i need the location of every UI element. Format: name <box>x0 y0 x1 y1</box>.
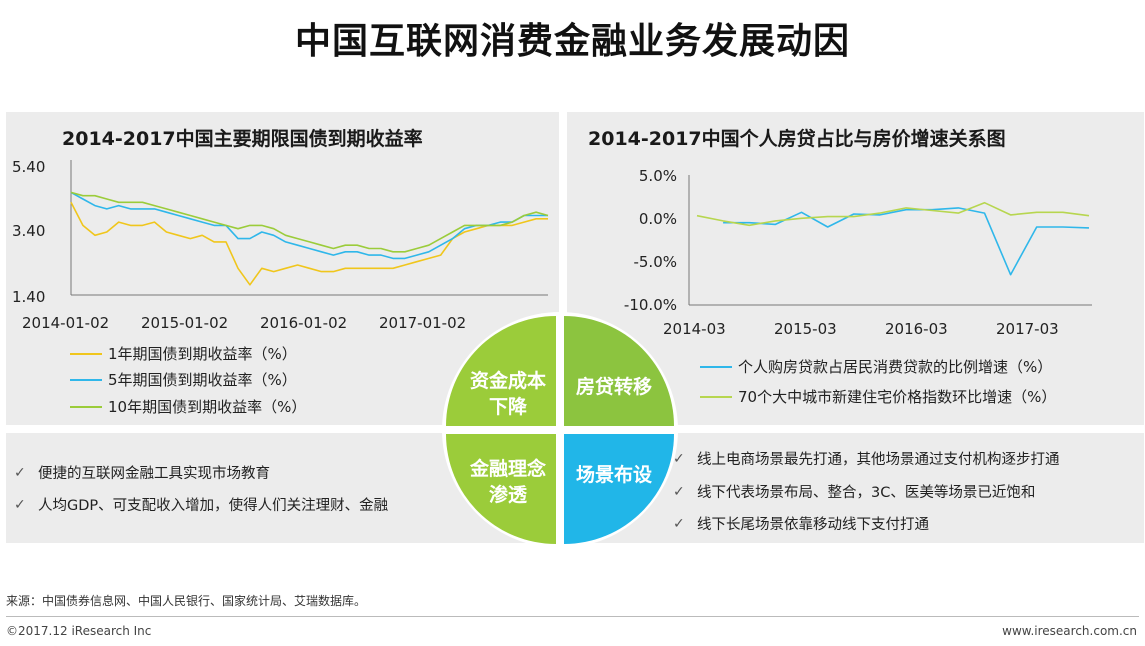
driver-quadrant-circle <box>442 312 678 548</box>
bullet-item: ✓ 人均GDP、可支配收入增加，使得人们关注理财、金融 <box>14 494 388 515</box>
x-tick-label: 2014-01-02 <box>22 314 109 332</box>
y-tick-label: 3.40 <box>12 222 45 240</box>
quadrant-top-left <box>446 316 556 426</box>
quadrant-label-concept: 金融理念 渗透 <box>456 456 560 508</box>
legend-label: 5年期国债到期收益率（%） <box>108 371 297 389</box>
bullet-item: ✓ 线下代表场景布局、整合，3C、医美等场景已近饱和 <box>673 481 1035 502</box>
quadrant-label-line: 下降 <box>488 396 527 418</box>
bullet-text: 线下代表场景布局、整合，3C、医美等场景已近饱和 <box>697 485 1036 501</box>
y-tick-label: -10.0% <box>624 296 677 314</box>
legend-swatch <box>70 352 102 355</box>
check-icon: ✓ <box>14 464 26 481</box>
check-icon: ✓ <box>14 496 26 513</box>
legend-swatch <box>700 395 732 398</box>
bond-yield-chart: 5.40 3.40 1.40 2014-01-02 2015-01-02 201… <box>12 158 549 332</box>
legend-label: 10年期国债到期收益率（%） <box>108 398 307 416</box>
x-tick-label: 2014-03 <box>663 320 726 338</box>
check-icon: ✓ <box>673 483 685 500</box>
x-tick-label: 2016-01-02 <box>260 314 347 332</box>
legend-swatch <box>70 405 102 408</box>
quadrant-label-line: 渗透 <box>488 484 527 506</box>
quadrant-bottom-left <box>446 434 556 544</box>
legend-item-house-price: 70个大中城市新建住宅价格指数环比增速（%） <box>700 386 1056 407</box>
series-line-1 <box>723 207 1090 276</box>
bullet-text: 线上电商场景最先打通，其他场景通过支付机构逐步打通 <box>697 452 1060 468</box>
bullet-item: ✓ 线上电商场景最先打通，其他场景通过支付机构逐步打通 <box>673 448 1060 469</box>
y-tick-label: 5.40 <box>12 158 45 176</box>
legend-label: 70个大中城市新建住宅价格指数环比增速（%） <box>738 388 1057 406</box>
y-tick-label: 0.0% <box>639 210 677 228</box>
quadrant-bottom-right <box>564 434 674 544</box>
bullet-text: 人均GDP、可支配收入增加，使得人们关注理财、金融 <box>38 498 389 514</box>
bullet-text: 线下长尾场景依靠移动线下支付打通 <box>697 517 929 533</box>
copyright: ©2017.12 iResearch Inc <box>6 624 152 638</box>
legend-swatch <box>700 365 732 368</box>
legend-label: 个人购房贷款占居民消费贷款的比例增速（%） <box>738 358 1053 376</box>
mortgage-chart-title: 2014-2017中国个人房贷占比与房价增速关系图 <box>588 128 1006 150</box>
bullet-item: ✓ 便捷的互联网金融工具实现市场教育 <box>14 462 270 483</box>
legend-item-1y: 1年期国债到期收益率（%） <box>70 343 297 364</box>
check-icon: ✓ <box>673 450 685 467</box>
legend-swatch <box>70 378 102 381</box>
x-tick-label: 2017-03 <box>996 320 1059 338</box>
legend-label: 1年期国债到期收益率（%） <box>108 345 297 363</box>
quadrant-label-mortgage: 房贷转移 <box>575 376 652 398</box>
legend-item-10y: 10年期国债到期收益率（%） <box>70 396 306 417</box>
x-tick-label: 2017-01-02 <box>379 314 466 332</box>
source-note: 来源：中国债券信息网、中国人民银行、国家统计局、艾瑞数据库。 <box>6 594 367 608</box>
quadrant-label-cost: 资金成本 下降 <box>456 368 560 420</box>
x-tick-label: 2015-01-02 <box>141 314 228 332</box>
x-tick-label: 2015-03 <box>774 320 837 338</box>
legend-item-mortgage-ratio: 个人购房贷款占居民消费贷款的比例增速（%） <box>700 356 1052 377</box>
quadrant-top-right <box>564 316 674 426</box>
bond-chart-title: 2014-2017中国主要期限国债到期收益率 <box>62 128 423 150</box>
bullet-item: ✓ 线下长尾场景依靠移动线下支付打通 <box>673 513 929 534</box>
quadrant-label-scene: 场景布设 <box>575 464 652 486</box>
series-line-2 <box>70 191 548 260</box>
bullet-text: 便捷的互联网金融工具实现市场教育 <box>38 466 270 482</box>
website-url: www.iresearch.com.cn <box>1002 624 1137 638</box>
quadrant-label-line: 资金成本 <box>469 370 546 392</box>
y-tick-label: 1.40 <box>12 288 45 306</box>
series-line-1 <box>70 201 548 286</box>
page-title: 中国互联网消费金融业务发展动因 <box>294 21 850 62</box>
y-tick-label: -5.0% <box>633 253 677 271</box>
series-line-2 <box>696 201 1090 227</box>
footer-divider <box>6 616 1139 617</box>
x-tick-label: 2016-03 <box>885 320 948 338</box>
quadrant-label-line: 金融理念 <box>469 458 546 480</box>
check-icon: ✓ <box>673 515 685 532</box>
y-tick-label: 5.0% <box>639 167 677 185</box>
legend-item-5y: 5年期国债到期收益率（%） <box>70 369 297 390</box>
series-line-3 <box>70 191 549 253</box>
circle-background <box>442 312 678 548</box>
mortgage-chart: 5.0% 0.0% -5.0% -10.0% 2014-03 2015-03 2… <box>624 167 1092 338</box>
